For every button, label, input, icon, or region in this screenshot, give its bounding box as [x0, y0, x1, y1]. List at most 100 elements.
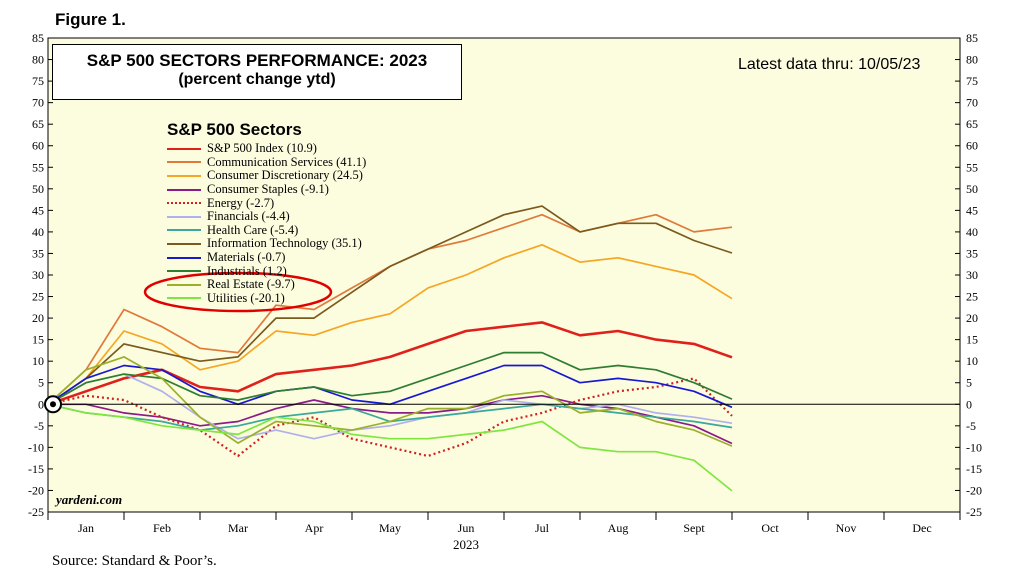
legend-item: Industrials (1.2) — [167, 264, 366, 278]
y-tick-label-right: 40 — [966, 225, 978, 239]
legend-item: Financials (-4.4) — [167, 209, 366, 224]
legend-label: Energy (-2.7) — [207, 195, 275, 210]
y-tick-label-right: -20 — [966, 483, 982, 497]
source-note: Source: Standard & Poor’s. — [52, 553, 217, 569]
x-tick-label: Apr — [305, 521, 324, 535]
figure-label: Figure 1. — [55, 10, 126, 29]
y-tick-label-right: 35 — [966, 246, 978, 260]
y-tick-label-right: 70 — [966, 96, 978, 110]
y-tick-label-right: -25 — [966, 505, 982, 519]
legend-swatch — [167, 174, 201, 177]
y-axis-right: -25 -20 -15 -10 -5 0 5 10 15 20 25 30 35 40 45 50 55 60 65… — [955, 31, 982, 519]
y-tick-label-right: 5 — [966, 376, 972, 390]
legend-label: Utilities (-20.1) — [207, 290, 285, 305]
legend-item: Utilities (-20.1) — [167, 290, 366, 306]
y-tick-label-left: 35 — [32, 246, 44, 260]
x-axis-label: 2023 — [453, 537, 479, 552]
y-tick-label-left: -15 — [28, 462, 44, 476]
chart-title-box: S&P 500 SECTORS PERFORMANCE: 2023 (perce… — [52, 44, 462, 100]
y-tick-label-left: 80 — [32, 53, 44, 67]
legend: S&P 500 Sectors S&P 500 Index (10.9) Comm… — [167, 120, 366, 305]
legend-label: Health Care (-5.4) — [207, 222, 299, 237]
legend-label: Communication Services (41.1) — [207, 154, 367, 169]
legend-label: Materials (-0.7) — [207, 250, 286, 265]
y-tick-label-right: 65 — [966, 117, 978, 131]
legend-item: Materials (-0.7) — [167, 250, 366, 265]
y-tick-label-right: 85 — [966, 31, 978, 45]
x-tick-label: Jul — [535, 521, 550, 535]
series-line-4 — [47, 377, 733, 458]
x-tick-label: Sept — [683, 521, 705, 535]
legend-item: Energy (-2.7) — [167, 196, 366, 210]
y-tick-label-left: 85 — [32, 31, 44, 45]
x-tick-label: Nov — [836, 521, 857, 535]
origin-marker — [44, 395, 62, 414]
x-tick-label: Aug — [608, 521, 629, 535]
legend-label: Industrials (1.2) — [207, 263, 287, 278]
series-line-11 — [47, 403, 733, 492]
x-tick-label: Mar — [228, 521, 248, 535]
y-tick-label-right: 60 — [966, 139, 978, 153]
legend-swatch — [167, 202, 201, 205]
y-tick-label-right: -10 — [966, 440, 982, 454]
legend-label: Financials (-4.4) — [207, 209, 290, 224]
legend-label: Real Estate (-9.7) — [207, 277, 295, 292]
series-line-10 — [47, 356, 733, 447]
legend-item: S&P 500 Index (10.9) — [167, 141, 366, 156]
y-tick-label-right: 30 — [966, 268, 978, 282]
y-tick-label-right: 80 — [966, 53, 978, 67]
y-tick-label-left: 70 — [32, 96, 44, 110]
series-line-2 — [47, 243, 733, 406]
legend-swatch — [167, 283, 201, 286]
legend-swatch — [167, 256, 201, 259]
legend-label: Information Technology (35.1) — [207, 236, 362, 251]
legend-swatch — [167, 229, 201, 232]
legend-label: S&P 500 Index (10.9) — [207, 141, 317, 156]
y-tick-label-right: 55 — [966, 160, 978, 174]
legend-item: Consumer Staples (-9.1) — [167, 182, 366, 197]
y-tick-label-left: 30 — [32, 268, 44, 282]
y-tick-label-left: 45 — [32, 203, 44, 217]
y-tick-label-left: -10 — [28, 440, 44, 454]
x-tick-label: May — [379, 521, 401, 535]
y-tick-label-right: 50 — [966, 182, 978, 196]
highlight-annotation-circle — [143, 271, 333, 313]
y-tick-label-right: 45 — [966, 203, 978, 217]
y-tick-label-left: 25 — [32, 290, 44, 304]
latest-data-note: Latest data thru: 10/05/23 — [738, 56, 921, 73]
y-tick-label-right: -5 — [966, 419, 976, 433]
legend-item: Real Estate (-9.7) — [167, 277, 366, 292]
legend-swatch — [167, 188, 201, 191]
y-tick-label-left: 20 — [32, 311, 44, 325]
legend-title: S&P 500 Sectors — [167, 120, 302, 139]
y-tick-label-left: 10 — [32, 354, 44, 368]
credit-watermark: yardeni.com — [56, 492, 123, 507]
y-tick-label-left: -5 — [34, 419, 44, 433]
legend-swatch — [167, 161, 201, 164]
y-tick-label-right: -15 — [966, 462, 982, 476]
y-tick-label-left: -25 — [28, 505, 44, 519]
y-tick-label-right: 75 — [966, 74, 978, 88]
legend-swatch — [167, 147, 201, 150]
legend-swatch — [167, 297, 201, 300]
x-tick-label: Jan — [78, 521, 94, 535]
legend-item: Communication Services (41.1) — [167, 154, 367, 170]
x-tick-label: Jun — [458, 521, 475, 535]
y-tick-label-left: 40 — [32, 225, 44, 239]
y-axis-left: -25 -20 -15 -10 -5 0 5 10 15 20 25 30 35 40 45 50 55 60 65… — [28, 31, 53, 519]
y-tick-label-right: 25 — [966, 290, 978, 304]
y-tick-label-left: 65 — [32, 117, 44, 131]
legend-label: Consumer Discretionary (24.5) — [207, 168, 363, 183]
y-tick-label-right: 0 — [966, 397, 972, 411]
legend-swatch — [167, 215, 201, 218]
y-tick-label-left: 55 — [32, 160, 44, 174]
y-tick-label-left: 5 — [38, 376, 44, 390]
y-tick-label-left: 75 — [32, 74, 44, 88]
chart-title: S&P 500 SECTORS PERFORMANCE: 2023 — [86, 51, 428, 70]
y-tick-label-right: 20 — [966, 311, 978, 325]
legend-item: Health Care (-5.4) — [167, 222, 366, 238]
x-axis: Jan Feb Mar Apr May Jun Jul Aug Sept Oct Nov Dec 202… — [47, 512, 961, 552]
x-tick-label: Oct — [761, 521, 779, 535]
y-tick-label-right: 10 — [966, 354, 978, 368]
